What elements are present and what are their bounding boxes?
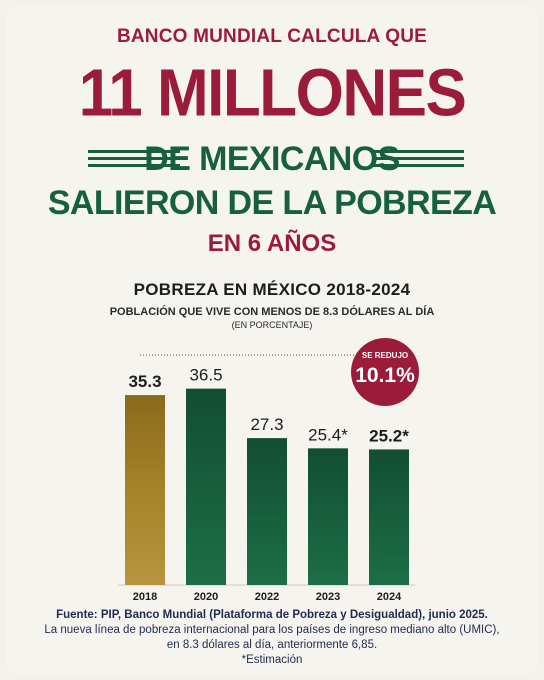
footer-source: Fuente: PIP, Banco Mundial (Plataforma d…	[56, 609, 488, 621]
footer-note-3: *Estimación	[241, 654, 303, 666]
headline-years: EN 6 AÑOS	[207, 230, 337, 257]
headline-intro: BANCO MUNDIAL CALCULA QUE	[116, 26, 428, 47]
value-label-2020: 36.5	[189, 366, 222, 385]
chart-title: POBREZA EN MÉXICO 2018-2024	[133, 280, 411, 299]
footer-notes: Fuente: PIP, Banco Mundial (Plataforma d…	[0, 608, 544, 668]
bar-2020	[186, 388, 226, 585]
bar-2024	[369, 449, 409, 585]
badge-value: 10.1%	[355, 364, 415, 387]
value-label-2022: 27.3	[250, 415, 283, 434]
bar-2023	[308, 448, 348, 585]
category-label-2023: 2023	[316, 591, 340, 603]
category-label-2022: 2022	[255, 591, 279, 603]
badge-label: SE REDUJO	[361, 351, 409, 360]
headline-pobreza: SALIERON DE LA POBREZA	[47, 184, 497, 222]
right-stripes-decoration	[372, 150, 464, 170]
category-label-2024: 2024	[377, 591, 402, 603]
headline-row-mexicanos: DE MEXICANOS	[0, 140, 544, 180]
value-label-2023: 25.4*	[308, 425, 348, 444]
headline-main: 11 MILLONES	[78, 56, 467, 131]
category-label-2020: 2020	[194, 591, 218, 603]
footer-note-1: La nueva línea de pobreza internacional …	[44, 624, 500, 636]
reduction-badge: SE REDUJO 10.1%	[351, 338, 419, 406]
bar-chart: 35.3 2018 36.5 2020 27.3 2022 25.4* 2023 25.2* 20…	[118, 354, 415, 603]
value-label-2024: 25.2*	[369, 426, 409, 445]
headline-mexicanos: DE MEXICANOS	[144, 140, 400, 178]
chart-unit-note: (EN PORCENTAJE)	[231, 320, 313, 330]
footer-note-2: en 8.3 dólares al día, anteriormente 6,8…	[166, 639, 378, 651]
value-label-2018: 35.3	[128, 372, 161, 391]
category-label-2018: 2018	[133, 591, 157, 603]
chart-subtitle: POBLACIÓN QUE VIVE CON MENOS DE 8.3 DÓLA…	[109, 306, 435, 318]
bar-2018	[125, 395, 165, 585]
bar-2022	[247, 438, 287, 585]
left-stripes-decoration	[88, 150, 180, 170]
